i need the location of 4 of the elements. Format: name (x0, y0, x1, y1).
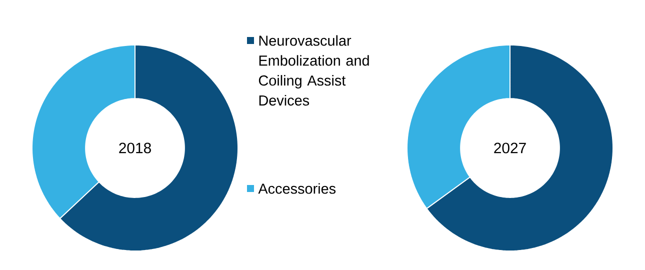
text: 2018 (119, 142, 151, 154)
legend-label: Accessories (258, 183, 336, 194)
legend-label: Neurovascular Embolization and Coiling Assist Devices (258, 35, 369, 106)
text: 2027 (494, 142, 526, 154)
